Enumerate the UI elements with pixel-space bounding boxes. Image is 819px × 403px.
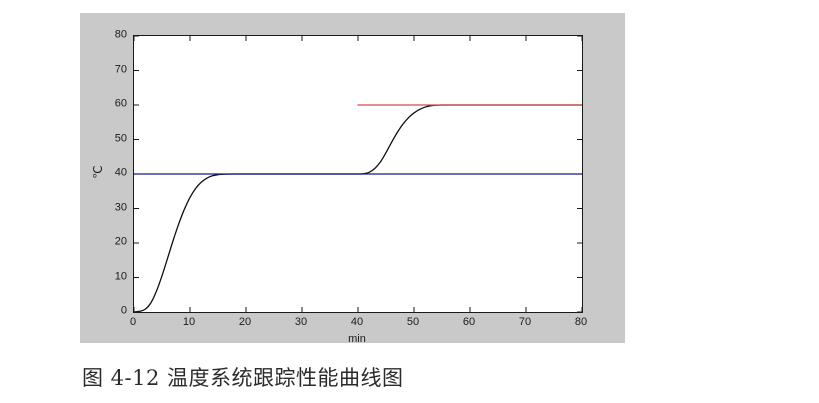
x-axis-label: min bbox=[348, 333, 366, 345]
y-tick-label: 10 bbox=[114, 270, 127, 282]
figure-caption: 图 4-12 温度系统跟踪性能曲线图 bbox=[82, 366, 404, 390]
matlab-figure-panel: 0 10 20 30 40 50 60 70 80 0 10 20 30 40 50 60 70 80 min … bbox=[80, 13, 625, 345]
y-tick-label: 20 bbox=[114, 235, 127, 248]
y-tick-label: 50 bbox=[114, 132, 127, 144]
x-tick-label: 30 bbox=[294, 316, 308, 328]
x-tick-label: 0 bbox=[129, 316, 137, 328]
y-tick-label: 80 bbox=[114, 28, 127, 41]
x-tick-label: 80 bbox=[574, 316, 588, 328]
plot-canvas bbox=[134, 36, 582, 312]
plot-axes-box bbox=[133, 35, 583, 313]
x-tick-label: 40 bbox=[350, 316, 364, 328]
x-tick-label: 20 bbox=[238, 316, 252, 328]
y-tick-label: 60 bbox=[114, 97, 127, 110]
x-tick-label: 50 bbox=[406, 316, 420, 328]
y-tick-label: 30 bbox=[114, 201, 127, 213]
y-axis-label: ℃ bbox=[91, 165, 105, 179]
y-tick-label: 40 bbox=[114, 166, 127, 179]
y-tick-label: 0 bbox=[120, 304, 127, 317]
x-tick-label: 60 bbox=[462, 316, 476, 328]
x-tick-label: 10 bbox=[182, 316, 196, 328]
y-tick-label: 70 bbox=[114, 63, 127, 75]
x-tick-label: 70 bbox=[518, 316, 532, 328]
series-temperature-response bbox=[134, 104, 582, 312]
